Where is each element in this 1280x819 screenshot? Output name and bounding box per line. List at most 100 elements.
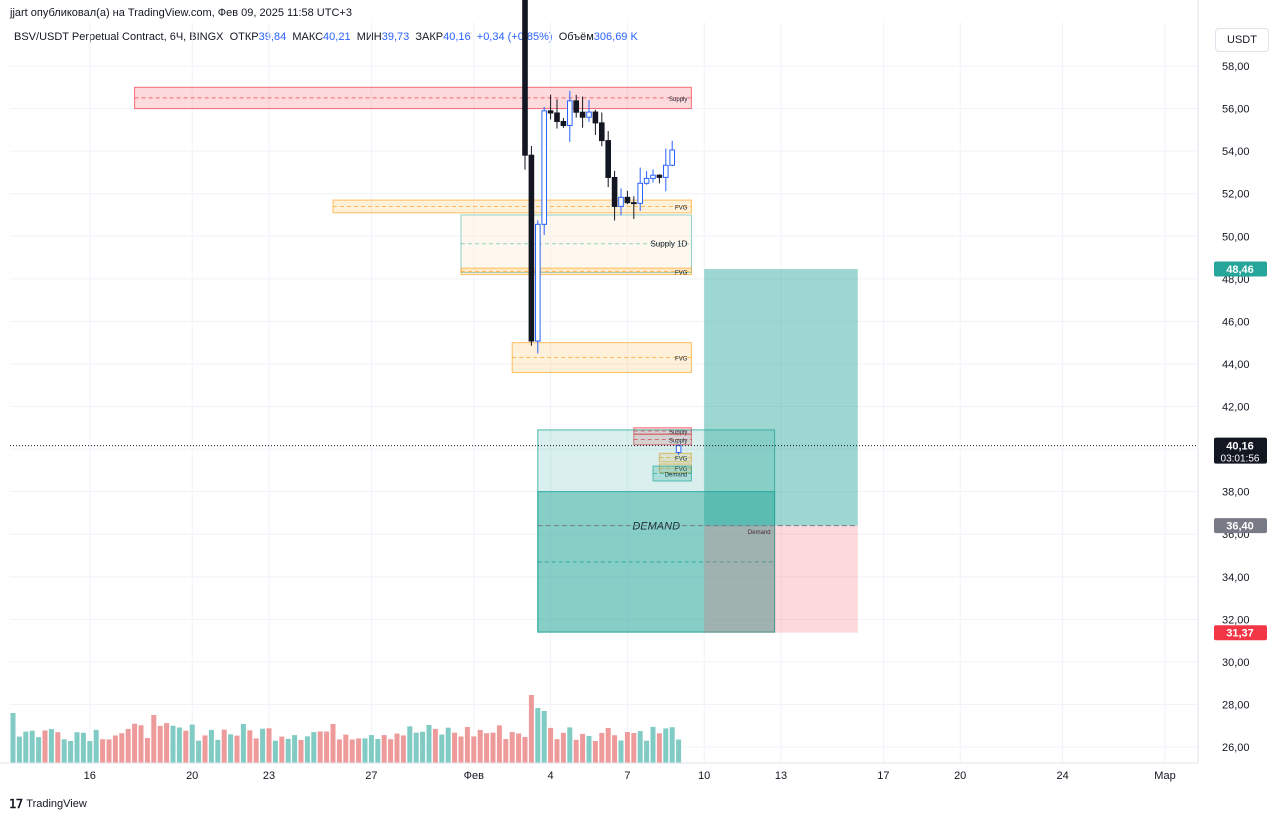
x-tick-label: 17 <box>877 770 889 782</box>
y-tick-label: 50,00 <box>1222 231 1250 243</box>
symbol-legend: BSV/USDT Perpetual Contract, 6Ч, BINGX О… <box>14 31 638 43</box>
volume-bar <box>586 735 592 763</box>
position-stop-zone <box>704 525 858 633</box>
volume-bar <box>23 731 29 763</box>
volume-bar <box>36 737 42 763</box>
volume-bar <box>55 732 61 763</box>
volume-bar <box>554 739 560 763</box>
volume-bar <box>541 711 547 763</box>
x-tick-label: 7 <box>624 770 630 782</box>
y-tick-label: 38,00 <box>1222 487 1250 499</box>
price-label-box <box>1214 261 1267 277</box>
y-tick-label: 46,00 <box>1222 316 1250 328</box>
volume-bar <box>196 740 202 763</box>
volume-bar <box>330 724 336 763</box>
volume-bar <box>663 728 669 763</box>
volume-bar <box>503 739 509 763</box>
low-value: 39,73 <box>381 31 410 43</box>
countdown-label: 03:01:56 <box>1221 454 1260 465</box>
y-tick-label: 28,00 <box>1222 699 1250 711</box>
candle-down <box>579 111 586 118</box>
volume-bar <box>573 739 579 763</box>
tv-logo-text: TradingView <box>26 798 87 810</box>
zone-label: Supply <box>669 97 687 103</box>
volume-bar <box>548 727 554 763</box>
volume-bar <box>292 735 298 763</box>
volume-bar <box>452 732 458 763</box>
zone-label: FVG <box>675 467 688 473</box>
x-tick-label: 13 <box>775 770 787 782</box>
volume-bar <box>676 739 682 763</box>
volume-bar <box>650 726 656 763</box>
volume-bar <box>669 727 675 763</box>
volume-bar <box>74 732 80 763</box>
x-tick-label: 23 <box>263 770 275 782</box>
x-tick-label: 16 <box>84 770 96 782</box>
volume-bar <box>170 725 176 763</box>
candle-up <box>650 174 656 179</box>
zone-label: FVG <box>675 357 688 363</box>
volume-bar <box>439 734 445 763</box>
price-label-box <box>1214 437 1267 464</box>
volume-bar <box>349 739 355 763</box>
volume-bar <box>496 725 502 763</box>
x-tick-label: Мар <box>1154 770 1176 782</box>
volume-bar <box>138 725 144 763</box>
price-label: 36,40 <box>1226 521 1254 533</box>
change-value: +0,34 (+0,85%) <box>476 31 553 43</box>
volume-bar <box>400 735 406 763</box>
y-tick-label: 26,00 <box>1222 742 1250 754</box>
volume-bar <box>298 739 304 763</box>
y-tick-label: 48,00 <box>1222 274 1250 286</box>
volume-bar <box>240 723 246 763</box>
volume-bar <box>528 695 534 763</box>
symbol-name[interactable]: BSV/USDT Perpetual Contract, 6Ч, BINGX <box>14 31 224 43</box>
zone-label: Supply <box>669 438 687 444</box>
volume-bar <box>362 738 368 763</box>
volume-bar <box>132 723 138 763</box>
volume-bar <box>343 734 349 763</box>
volume-bar <box>183 730 189 763</box>
y-tick-label: 54,00 <box>1222 146 1250 158</box>
price-label: 48,46 <box>1226 264 1254 276</box>
volume-bar <box>618 740 624 763</box>
candle-down <box>656 174 663 178</box>
volume-bar <box>580 733 586 763</box>
close-value: 40,16 <box>443 31 471 43</box>
high-label: МАКС <box>292 31 324 43</box>
candle-up <box>675 445 682 453</box>
candle-down <box>605 140 612 178</box>
volume-bar <box>592 740 598 763</box>
candle-down <box>631 202 637 205</box>
volume-bar <box>516 733 522 763</box>
volume-bar <box>644 740 650 763</box>
volume-bar <box>144 737 150 763</box>
open-label: ОТКР <box>229 31 259 43</box>
volume-bar <box>234 735 240 763</box>
x-tick-label: 4 <box>548 770 554 782</box>
candle-down <box>554 112 560 123</box>
volume-bar <box>106 739 112 763</box>
volume-bar <box>215 739 221 763</box>
volume-bar <box>100 739 106 763</box>
x-tick-label: 20 <box>954 770 966 782</box>
currency-button[interactable]: USDT <box>1215 28 1269 52</box>
y-tick-label: 34,00 <box>1222 572 1250 584</box>
y-tick-label: 44,00 <box>1222 359 1250 371</box>
zone-label: FVG <box>675 205 688 211</box>
zone-label: Supply <box>669 430 687 436</box>
candle-down <box>592 111 599 124</box>
y-tick-label: 32,00 <box>1222 614 1250 626</box>
volume-bar <box>336 739 342 763</box>
tradingview-logo[interactable]: 𝟣𝟩 TradingView <box>9 797 87 811</box>
volume-bar <box>477 729 483 763</box>
volume-bar <box>157 725 163 763</box>
volume-bar <box>189 724 195 763</box>
price-label: 40,16 <box>1226 441 1254 453</box>
volume-bar <box>605 727 611 763</box>
y-tick-label: 56,00 <box>1222 104 1250 116</box>
zone-label: DEMAND <box>632 521 680 533</box>
price-label-box <box>1214 518 1267 534</box>
volume-bar <box>368 735 374 763</box>
